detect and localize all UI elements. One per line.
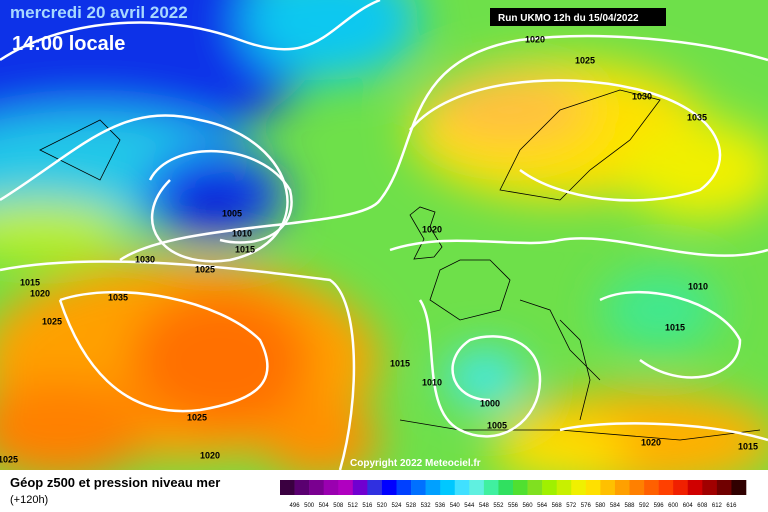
colorbar-cell — [556, 480, 572, 495]
colorbar-cell — [629, 480, 645, 495]
isobar-label: 1020 — [200, 450, 220, 460]
colorbar-cell — [352, 480, 368, 495]
isobar-label: 1020 — [641, 437, 661, 447]
colorbar-cell — [600, 480, 616, 495]
isobar-label: 1025 — [195, 264, 215, 274]
scale-label: 572 — [566, 503, 577, 509]
colorbar-cell — [673, 480, 689, 495]
colorbar-cell — [454, 480, 470, 495]
scale-label: 604 — [683, 503, 694, 509]
colorbar-cell — [687, 480, 703, 495]
colorbar-cell — [338, 480, 354, 495]
isobar-label: 1020 — [30, 288, 50, 298]
colorbar-cell — [585, 480, 601, 495]
scale-label: 616 — [726, 503, 737, 509]
scale-label: 520 — [377, 503, 388, 509]
scale-label: 592 — [639, 503, 650, 509]
colorbar-cell — [469, 480, 485, 495]
legend-title: Géop z500 et pression niveau mer — [10, 475, 220, 490]
isobar-label: 1025 — [42, 316, 62, 326]
isobar-label: 1015 — [390, 358, 410, 368]
isobar-label: 1035 — [687, 112, 707, 122]
colorbar-cell — [280, 480, 295, 495]
isobar-labels: 1020 1025 1030 1035 1005 1010 1015 1030 … — [0, 34, 758, 464]
colorbar-cell — [367, 480, 383, 495]
colorbar: 496 500 504 508 512 516 520 524 528 532 536 540 544 5… — [280, 480, 747, 509]
isobar-label: 1035 — [108, 292, 128, 302]
scale-label: 496 — [290, 503, 301, 509]
run-box — [490, 8, 666, 26]
colorbar-cell — [381, 480, 397, 495]
scale-label: 596 — [654, 503, 665, 509]
scale-label: 528 — [406, 503, 417, 509]
scale-label: 524 — [391, 503, 402, 509]
colorbar-cell — [513, 480, 528, 495]
colorbar-cell — [483, 480, 499, 495]
date: mercredi 20 avril 2022 — [10, 3, 188, 22]
scale-label: 588 — [624, 503, 635, 509]
scale-label: 548 — [479, 503, 490, 509]
local-time: 14:00 locale — [12, 33, 125, 55]
isobar-label: 1025 — [187, 412, 207, 422]
scale-label: 580 — [595, 503, 606, 509]
colorbar-cell — [571, 480, 587, 495]
isobar-label: 1025 — [0, 454, 18, 464]
isobar-label: 1010 — [688, 281, 708, 291]
colorbar-cell — [498, 480, 514, 495]
isobar-label: 1020 — [525, 34, 545, 44]
scale-label: 612 — [712, 503, 723, 509]
isobar-label: 1025 — [575, 55, 595, 65]
colorbar-cell — [309, 480, 324, 495]
colorbar-cell — [527, 480, 543, 495]
isobar-label: 1030 — [632, 91, 652, 101]
scale-label: 568 — [552, 503, 563, 509]
isobar-label: 1010 — [422, 377, 442, 387]
colorbar-cell — [440, 480, 456, 495]
colorbar-cell — [294, 480, 310, 495]
isobar-label: 1015 — [738, 441, 758, 451]
geopotential-field — [0, 0, 768, 470]
isobar-label: 1005 — [487, 420, 507, 430]
scale-label: 608 — [697, 503, 708, 509]
scale-label: 500 — [304, 503, 315, 509]
colorbar-cell — [396, 480, 412, 495]
scale-label: 512 — [348, 503, 359, 509]
scale-label: 564 — [537, 503, 548, 509]
colorbar-cell — [425, 480, 441, 495]
scale-label: 536 — [435, 503, 446, 509]
scale-label: 556 — [508, 503, 519, 509]
colorbar-cell — [542, 480, 557, 495]
scale-label: 584 — [610, 503, 621, 509]
copyright: Copyright 2022 Meteociel.fr — [350, 458, 481, 469]
scale-label: 540 — [450, 503, 461, 509]
isobar-label: 1015 — [235, 244, 255, 254]
colorbar-cell — [702, 480, 718, 495]
scale-label: 552 — [493, 503, 504, 509]
isobar-label: 1020 — [422, 224, 442, 234]
isobar-label: 1000 — [480, 398, 500, 408]
colorbar-cell — [411, 480, 426, 495]
scale-label: 532 — [421, 503, 432, 509]
isobar-label: 1010 — [232, 228, 252, 238]
colorbar-cell — [323, 480, 339, 495]
scale-label: 504 — [319, 503, 330, 509]
colorbar-cell — [658, 480, 674, 495]
isobar-label: 1015 — [665, 322, 685, 332]
isobar-label: 1030 — [135, 254, 155, 264]
scale-label: 508 — [333, 503, 344, 509]
colorbar-cell — [644, 480, 659, 495]
run-info: Run UKMO 12h du 15/04/2022 — [498, 13, 639, 24]
scale-label: 560 — [523, 503, 534, 509]
isobar-label: 1015 — [20, 277, 40, 287]
isobar-label: 1005 — [222, 208, 242, 218]
colorbar-cell — [731, 480, 747, 495]
colorbar-cell — [614, 480, 630, 495]
scale-label: 516 — [362, 503, 373, 509]
colorbar-cell — [716, 480, 732, 495]
scale-label: 576 — [581, 503, 592, 509]
scale-label: 600 — [668, 503, 679, 509]
legend-subtitle: (+120h) — [10, 494, 48, 506]
scale-label: 544 — [464, 503, 475, 509]
